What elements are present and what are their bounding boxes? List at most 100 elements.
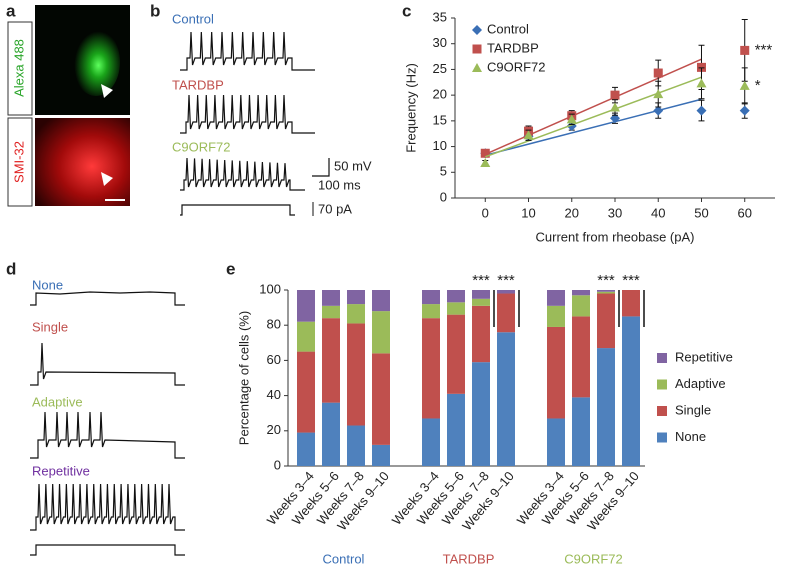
bar-segment (597, 348, 615, 466)
bar-segment (422, 304, 440, 319)
trace (30, 291, 185, 306)
bar-segment (347, 323, 365, 426)
legend-marker (472, 44, 482, 54)
point (739, 80, 750, 90)
point (566, 114, 577, 124)
point (480, 158, 491, 168)
y-tick-label: 20 (267, 422, 281, 437)
y-tick-label: 35 (433, 9, 447, 24)
legend-label: None (675, 429, 706, 444)
bar-segment (597, 290, 615, 292)
scale-label: 70 pA (318, 201, 352, 216)
image-label: SMI-32 (11, 141, 26, 183)
bar-segment (372, 353, 390, 445)
point (653, 89, 664, 99)
image (35, 118, 130, 206)
trace-label: None (32, 277, 63, 292)
label-box (7, 117, 33, 207)
annotation: *** (497, 272, 515, 289)
bar-segment (447, 314, 465, 394)
bar-segment (622, 316, 640, 466)
y-axis-label: Frequency (Hz) (403, 63, 418, 153)
arrowhead (101, 84, 113, 98)
point (740, 45, 750, 55)
bar-segment (372, 311, 390, 354)
bar-segment (497, 293, 515, 333)
legend-swatch (657, 432, 667, 443)
y-tick-label: 25 (433, 61, 447, 76)
x-tick-label: 30 (608, 205, 622, 220)
bar-segment (422, 418, 440, 466)
bar-segment (422, 318, 440, 419)
x-tick-label: 50 (694, 205, 708, 220)
scale-label: 50 mV (334, 158, 372, 173)
x-tick-label: 40 (651, 205, 665, 220)
trace-label: Single (32, 319, 68, 334)
bar-segment (447, 393, 465, 466)
bar-segment (422, 290, 440, 305)
bar-segment (372, 444, 390, 466)
bar-segment (472, 290, 490, 299)
bar-segment (497, 290, 515, 294)
point (610, 90, 620, 100)
point (696, 62, 706, 72)
y-tick-label: 0 (274, 457, 281, 472)
annotation: *** (622, 272, 640, 289)
annotation: *** (597, 272, 615, 289)
y-tick-label: 20 (433, 87, 447, 102)
panel-label: c (402, 1, 411, 20)
group-label: C9ORF72 (564, 551, 623, 566)
y-tick-label: 100 (259, 281, 281, 296)
trace (30, 342, 185, 386)
trace-label: C9ORF72 (172, 139, 231, 154)
bar-segment (547, 418, 565, 466)
panel-label: e (226, 259, 235, 278)
scale-label: 100 ms (318, 177, 361, 192)
bar-segment (297, 351, 315, 433)
bar-segment (297, 321, 315, 352)
bar-segment (572, 397, 590, 466)
x-tick-label: 0 (482, 205, 489, 220)
bar-segment (472, 362, 490, 466)
y-tick-label: 80 (267, 317, 281, 332)
legend-swatch (657, 406, 667, 416)
point (653, 68, 663, 78)
annotation: *** (472, 272, 490, 289)
x-tick-label: 10 (521, 205, 535, 220)
cell (72, 28, 120, 96)
bar-segment (322, 402, 340, 466)
bar-segment (597, 291, 615, 294)
bar-segment (372, 290, 390, 312)
point (739, 105, 750, 116)
x-axis-label: Current from rheobase (pA) (536, 229, 695, 244)
panel-label: d (6, 259, 16, 278)
bar-segment (572, 290, 590, 296)
x-tick-label: 60 (737, 205, 751, 220)
trace (30, 544, 185, 556)
bar-segment (322, 318, 340, 403)
panel-label: a (6, 1, 16, 20)
trace (180, 157, 305, 191)
annotation: * (755, 77, 761, 94)
y-tick-label: 30 (433, 35, 447, 50)
legend-label: Adaptive (675, 376, 726, 391)
annotation: *** (755, 41, 773, 58)
legend-marker (472, 25, 482, 35)
y-axis-label: Percentage of cells (%) (236, 311, 251, 445)
bar-segment (472, 298, 490, 306)
trace (30, 483, 185, 531)
panel-label: b (150, 1, 160, 20)
trace (180, 204, 295, 216)
point (696, 78, 707, 88)
scale-bar (312, 158, 330, 177)
legend-label: C9ORF72 (487, 59, 546, 74)
legend-label: Single (675, 402, 711, 417)
point (653, 105, 664, 116)
bar-segment (572, 316, 590, 398)
bar-segment (297, 432, 315, 466)
fit-line (485, 98, 702, 157)
bar-segment (497, 332, 515, 466)
bar-segment (347, 425, 365, 466)
bar-segment (347, 304, 365, 324)
